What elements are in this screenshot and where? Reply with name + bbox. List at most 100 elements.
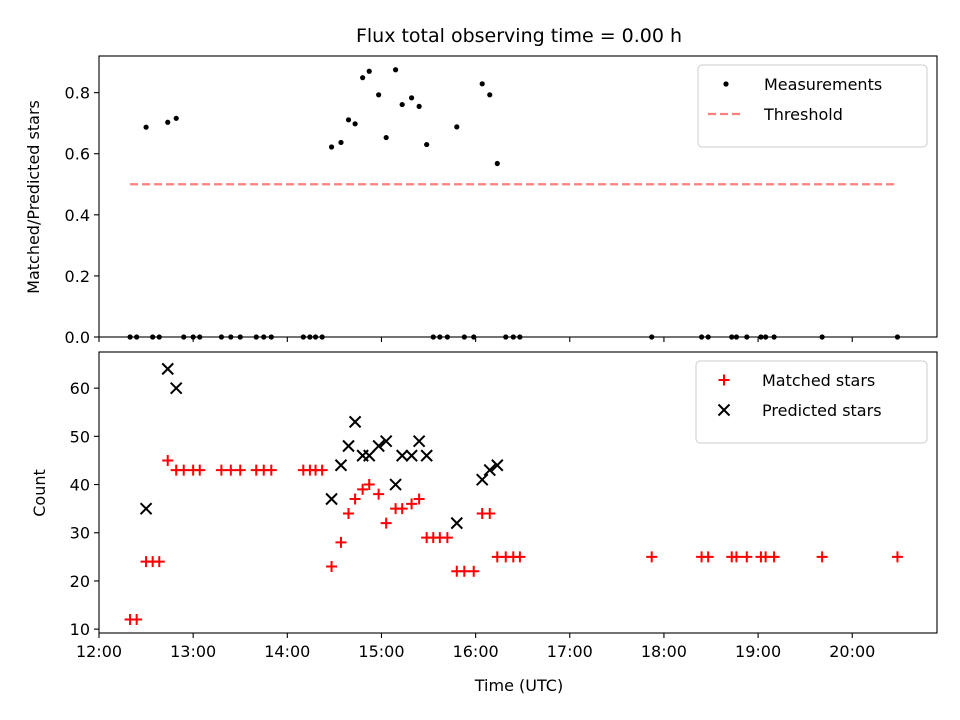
matched-star-point — [458, 565, 470, 577]
y-tick-label: 0.6 — [65, 145, 90, 164]
matched-star-point — [265, 464, 277, 476]
legend-label: Predicted stars — [762, 401, 882, 420]
predicted-star-point — [389, 478, 402, 491]
y-tick-label: 50 — [70, 427, 90, 446]
measurement-point — [409, 95, 415, 101]
legend-label: Threshold — [763, 105, 843, 124]
matched-star-point — [484, 507, 496, 519]
predicted-star-point — [450, 516, 464, 530]
x-tick-label: 18:00 — [641, 642, 687, 661]
matched-star-point — [178, 464, 190, 476]
matched-star-point — [702, 551, 714, 563]
predicted-star-point — [161, 362, 174, 376]
predicted-star-point — [325, 492, 338, 506]
measurement-point — [487, 92, 493, 98]
matched-star-point — [225, 464, 237, 476]
matched-star-point — [406, 498, 418, 510]
x-tick-label: 14:00 — [264, 642, 310, 661]
y-tick-label: 0.0 — [65, 328, 90, 347]
matched-star-point — [215, 464, 227, 476]
matched-star-point — [316, 464, 328, 476]
x-tick-label: 15:00 — [358, 642, 404, 661]
measurement-point — [454, 124, 460, 130]
y-tick-label: 40 — [70, 476, 90, 495]
predicted-star-point — [491, 459, 504, 472]
legend-measurement-swatch — [723, 81, 729, 87]
matched-star-point — [153, 556, 165, 568]
measurement-point — [143, 124, 149, 130]
measurement-point — [494, 160, 500, 167]
predicted-star-point — [420, 449, 433, 462]
measurement-point — [366, 68, 372, 74]
plot-frame — [98, 55, 938, 338]
x-tick-label: 12:00 — [76, 642, 122, 661]
measurement-point — [383, 134, 389, 141]
matched-star-point — [343, 507, 355, 519]
top-y-axis-label: Matched/Predicted stars — [24, 100, 43, 294]
x-axis-label: Time (UTC) — [474, 676, 563, 695]
matched-star-point — [373, 488, 385, 500]
matched-star-point — [646, 551, 658, 563]
measurement-point — [360, 75, 366, 81]
matched-star-point — [730, 551, 742, 563]
matched-star-point — [768, 551, 780, 563]
series-predicted-stars — [139, 362, 504, 530]
matched-star-point — [194, 464, 206, 476]
predicted-star-point — [395, 449, 409, 462]
matched-star-point — [131, 614, 143, 626]
predicted-star-point — [363, 449, 376, 462]
y-tick-label: 60 — [70, 379, 90, 398]
y-tick-label: 0.8 — [65, 84, 90, 103]
y-tick-label: 20 — [70, 572, 90, 591]
predicted-star-point — [483, 463, 496, 477]
x-tick-label: 16:00 — [453, 642, 499, 661]
x-tick-label: 17:00 — [547, 642, 593, 661]
matched-star-point — [326, 560, 338, 572]
legend: Matched stars Predicted stars — [695, 360, 928, 444]
legend-label: Measurements — [764, 75, 882, 94]
measurement-point — [416, 103, 422, 109]
x-tick-label: 13:00 — [170, 642, 216, 661]
matched-star-point — [349, 493, 361, 505]
matched-star-point — [234, 464, 246, 476]
series-matched-stars — [124, 454, 903, 626]
predicted-star-point — [372, 439, 385, 453]
measurement-point — [165, 119, 171, 125]
measurement-point — [424, 141, 430, 148]
matched-star-point — [335, 536, 347, 548]
predicted-star-point — [139, 502, 153, 515]
matched-star-point — [363, 479, 375, 491]
matched-star-point — [741, 551, 753, 563]
bottom-y-axis-label: Count — [30, 469, 49, 517]
measurement-point — [352, 121, 358, 127]
y-tick-label: 10 — [70, 620, 90, 639]
legend-predicted-swatch — [717, 403, 731, 417]
plot-frame — [98, 351, 938, 634]
predicted-star-point — [405, 449, 418, 462]
measurement-point — [376, 92, 382, 98]
predicted-star-point — [412, 434, 426, 448]
predicted-star-point — [334, 459, 348, 472]
legend-matched-swatch — [718, 374, 730, 386]
chart-title: Flux total observing time = 0.00 h — [356, 25, 682, 47]
measurement-point — [328, 144, 335, 150]
y-tick-label: 0.2 — [65, 267, 90, 286]
y-tick-label: 0.4 — [65, 206, 90, 225]
matched-star-point — [357, 483, 369, 495]
measurement-point — [345, 117, 352, 123]
predicted-star-point — [348, 415, 362, 429]
ratio-panel: 0.0 0.2 0.4 0.6 0.8 Measurements Threshold — [65, 55, 938, 347]
matched-star-point — [396, 503, 408, 515]
matched-star-point — [413, 493, 425, 505]
legend-box — [695, 360, 928, 444]
legend-label: Matched stars — [762, 371, 875, 390]
y-tick-label: 30 — [70, 524, 90, 543]
matched-star-point — [514, 551, 526, 563]
matched-star-point — [468, 565, 480, 577]
matched-star-point — [816, 551, 828, 563]
predicted-star-point — [476, 473, 489, 486]
measurement-point — [338, 139, 344, 146]
matched-star-point — [891, 551, 903, 563]
predicted-star-point — [170, 381, 183, 395]
